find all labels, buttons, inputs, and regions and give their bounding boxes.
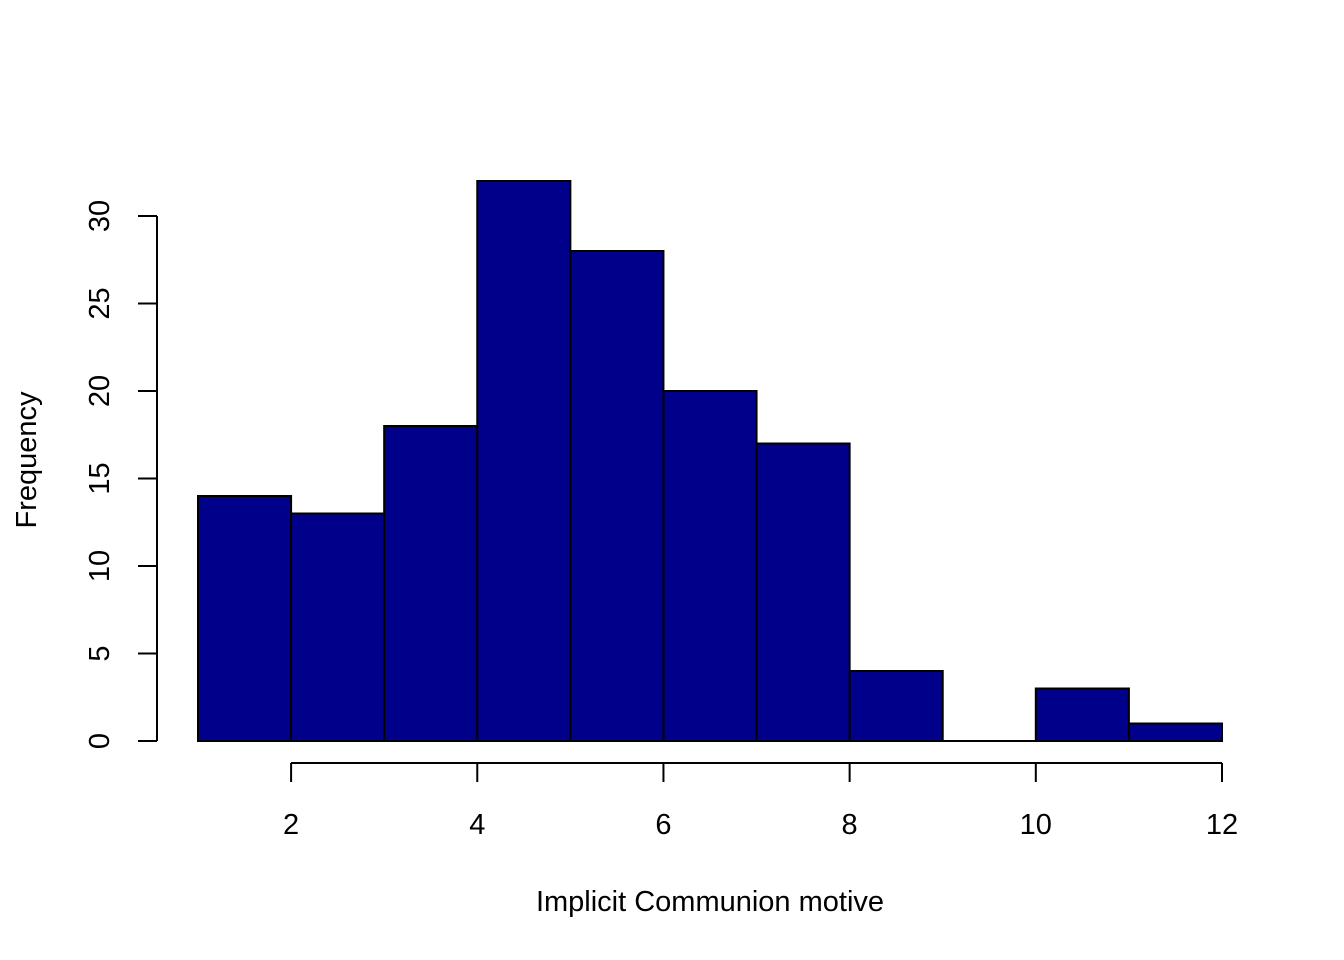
y-axis: 0 5 10 15 20 25 30: [84, 200, 158, 749]
y-tick-label: 30: [84, 200, 116, 232]
histogram-bar: [476, 180, 572, 742]
y-tick-label: 10: [84, 550, 116, 582]
x-tick-label: 10: [1020, 809, 1052, 841]
histogram-bar: [755, 442, 851, 742]
x-tick-label: 6: [655, 809, 671, 841]
histogram-bar: [662, 390, 758, 742]
histogram-bars: [197, 180, 1223, 742]
y-axis-label: Frequency: [11, 391, 43, 529]
histogram-bar: [1034, 687, 1130, 742]
x-axis-label: Implicit Communion motive: [536, 886, 884, 918]
y-tick-label: 25: [84, 287, 116, 319]
x-tick-label: 8: [842, 809, 858, 841]
y-tick-label: 15: [84, 462, 116, 494]
histogram-bar: [1127, 722, 1223, 742]
histogram-bar: [290, 512, 386, 742]
y-tick-label: 5: [84, 645, 116, 661]
histogram-bar: [848, 670, 944, 742]
x-tick-label: 12: [1206, 809, 1238, 841]
y-tick-label: 0: [84, 733, 116, 749]
x-axis: 2 4 6 8 10 12: [283, 762, 1238, 841]
x-tick-label: 4: [469, 809, 485, 841]
histogram-bar: [569, 250, 665, 742]
x-tick-label: 2: [283, 809, 299, 841]
y-tick-label: 20: [84, 375, 116, 407]
histogram-bar: [197, 495, 293, 742]
histogram-bar: [383, 425, 479, 742]
